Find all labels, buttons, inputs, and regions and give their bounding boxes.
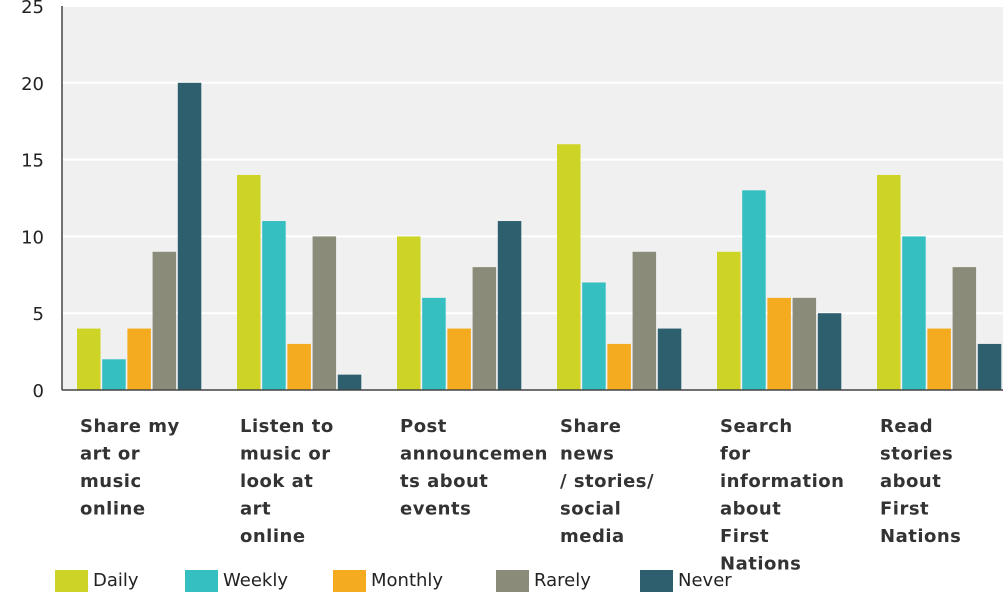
category-label-line: social (560, 499, 621, 520)
category-label-line: Nations (720, 554, 801, 575)
bar-monthly (607, 343, 631, 390)
bar-weekly (102, 359, 126, 390)
category-label: Search for information about First Nations (720, 416, 844, 575)
category-label-line: First (720, 526, 769, 547)
category-label-line: ts about (400, 471, 488, 492)
bar-monthly (927, 328, 951, 390)
bar-daily (397, 236, 421, 390)
plot-area (62, 6, 1003, 390)
category-label-line: look at (240, 471, 313, 492)
y-tick-label: 0 (33, 381, 44, 402)
category-label-line: music or (240, 444, 331, 465)
category-label-line: Share (560, 416, 622, 437)
category-label-line: Search (720, 416, 793, 437)
bar-never (497, 221, 522, 390)
y-tick-label: 15 (21, 151, 44, 172)
bars (77, 82, 1002, 391)
bar-daily (557, 144, 581, 390)
bar-rarely (792, 297, 817, 390)
category-label-line: events (400, 499, 471, 520)
legend-label: Weekly (223, 570, 288, 591)
legend-label: Monthly (371, 570, 443, 591)
y-tick-label: 20 (21, 74, 44, 95)
category-label-line: media (560, 526, 625, 547)
category-label-line: announcemen (400, 444, 548, 465)
category-label-line: for (720, 444, 751, 465)
bar-daily (237, 174, 261, 390)
bar-daily (877, 174, 901, 390)
bar-weekly (262, 221, 286, 390)
category-label-line: news (560, 444, 614, 465)
bar-never (177, 82, 202, 391)
bar-monthly (287, 343, 311, 390)
category-label-line: online (240, 526, 306, 547)
category-label-line: Post (400, 416, 447, 437)
bar-rarely (312, 236, 337, 390)
category-label-line: / stories/ (560, 471, 654, 492)
category-label-line: Listen to (240, 416, 334, 437)
category-label-line: art (240, 499, 271, 520)
bar-rarely (152, 251, 177, 390)
legend-label: Never (678, 570, 732, 591)
gridlines (62, 5, 1003, 315)
category-label: Share news / stories/social media (560, 416, 654, 547)
y-axis-ticks: 0 5 10 15 20 25 (21, 0, 44, 402)
bar-weekly (742, 190, 766, 390)
legend-swatch (333, 570, 366, 592)
y-tick-label: 5 (33, 304, 44, 325)
category-label-line: information (720, 471, 844, 492)
bar-rarely (632, 251, 657, 390)
legend-swatch (640, 570, 673, 592)
legend-label: Daily (93, 570, 139, 591)
bar-never (977, 343, 1002, 390)
legend-swatch (496, 570, 529, 592)
category-label: Post announcemen ts about events (400, 416, 548, 520)
bar-rarely (472, 267, 497, 390)
bar-monthly (767, 297, 791, 390)
bar-never (817, 313, 842, 390)
category-label: Listen to music or look at art online (240, 416, 334, 547)
legend: Daily Weekly Monthly Rarely Never (55, 570, 732, 592)
bar-daily (717, 251, 741, 390)
bar-monthly (127, 328, 151, 390)
category-label-line: online (80, 499, 146, 520)
y-tick-label: 10 (21, 227, 44, 248)
bar-daily (77, 328, 101, 390)
y-tick-label: 25 (21, 0, 44, 18)
category-label-line: Read (880, 416, 933, 437)
category-label-line: First (880, 499, 929, 520)
category-label-line: music (80, 471, 142, 492)
bar-never (657, 328, 682, 390)
category-label-line: art or (80, 444, 140, 465)
bar-weekly (422, 297, 446, 390)
bar-monthly (447, 328, 471, 390)
legend-label: Rarely (534, 570, 591, 591)
bar-never (337, 374, 362, 390)
bar-rarely (952, 267, 977, 390)
legend-swatch (185, 570, 218, 592)
category-label-line: stories (880, 444, 953, 465)
category-label: Read stories about First Nations (880, 416, 961, 547)
legend-swatch (55, 570, 88, 592)
bar-weekly (902, 236, 926, 390)
category-label: Share my art or music online (80, 416, 180, 520)
category-label-line: Share my (80, 416, 180, 437)
bar-weekly (582, 282, 606, 390)
category-label-line: Nations (880, 526, 961, 547)
category-label-line: about (880, 471, 941, 492)
category-label-line: about (720, 499, 781, 520)
category-labels: Share my art or music online Listen to music … (80, 416, 961, 575)
